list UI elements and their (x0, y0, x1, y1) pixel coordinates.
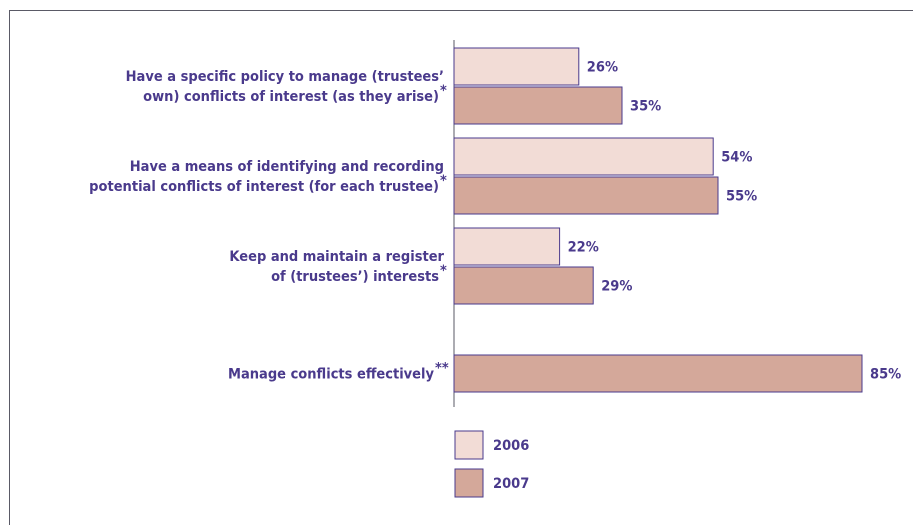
bar-2007-cat3 (453, 266, 594, 305)
category-label-4-footnote-marker: ** (435, 361, 449, 377)
value-label-2006-cat1: 26% (587, 60, 618, 76)
value-label-2007-cat1: 35% (630, 99, 661, 115)
legend-swatch-2007 (454, 468, 484, 498)
category-label-2-line-1: Have a means of identifying and recordin… (130, 159, 444, 175)
chart-frame (9, 10, 913, 525)
category-label-3-line-2: of (trustees’) interests (271, 269, 439, 285)
bar-2007-cat4 (453, 354, 863, 393)
bar-2007-cat1 (453, 86, 623, 125)
value-label-2007-cat3: 29% (601, 279, 632, 295)
category-label-4-line-1: Manage conflicts effectively (228, 367, 435, 383)
category-label-3-line-1: Keep and maintain a register (229, 249, 444, 265)
category-label-1-line-2: own) conflicts of interest (as they aris… (143, 89, 439, 105)
legend-label-2006: 2006 (493, 438, 529, 454)
bar-2007-cat2 (453, 176, 719, 215)
value-label-2006-cat3: 22% (568, 240, 599, 256)
category-label-3-footnote-marker: * (440, 263, 447, 279)
value-label-2007-cat4: 85% (870, 367, 901, 383)
bar-2006-cat2 (453, 137, 714, 176)
category-label-2-line-2: potential conflicts of interest (for eac… (89, 179, 439, 195)
legend-swatch-2006 (454, 430, 484, 460)
bar-2006-cat3 (453, 227, 561, 266)
value-label-2007-cat2: 55% (726, 189, 757, 205)
value-label-2006-cat2: 54% (721, 150, 752, 166)
category-label-1-line-1: Have a specific policy to manage (truste… (126, 69, 444, 85)
legend-label-2007: 2007 (493, 476, 529, 492)
bar-2006-cat1 (453, 47, 580, 86)
category-label-1-footnote-marker: * (440, 83, 447, 99)
category-label-2-footnote-marker: * (440, 173, 447, 189)
